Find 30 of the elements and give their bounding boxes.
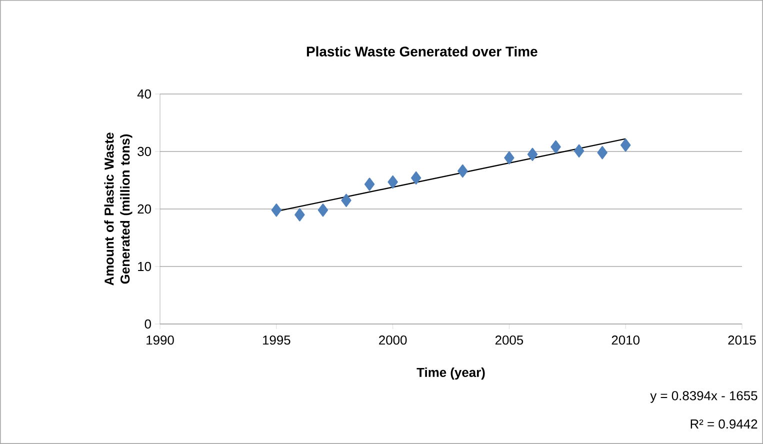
y-tick-label: 40 [137,89,151,99]
point [388,175,398,189]
point [504,151,514,164]
point [550,140,561,154]
x-axis-title: Time (year) [416,368,485,380]
point [410,171,422,185]
point [574,144,584,158]
point [271,204,282,217]
point [341,194,352,207]
point [597,146,608,160]
x-tick-label: 1995 [262,336,290,345]
y-axis-title: Amount of Plastic Waste Generated (million tons) [104,132,132,286]
text: y = 0.8394x - 1655 [650,391,758,403]
y-tick-label: 10 [138,262,151,272]
x-tick-label: 1990 [146,336,174,345]
x-tick-label: 2010 [612,336,640,345]
x-tick-label: 2005 [495,336,524,345]
text: R² = 0.9442 [690,419,758,429]
point [294,208,305,222]
y-tick-label: 0 [144,319,151,329]
y-tick-label: 20 [138,204,151,214]
point [620,138,631,152]
y-tick-label: 30 [138,146,151,156]
point [364,178,375,191]
chart-title: Plastic Waste Generated over Time [306,46,538,56]
x-tick-label: 2015 [728,336,756,345]
point [318,204,328,217]
point [527,148,538,161]
x-tick-label: 2000 [379,336,407,345]
point [458,164,468,178]
